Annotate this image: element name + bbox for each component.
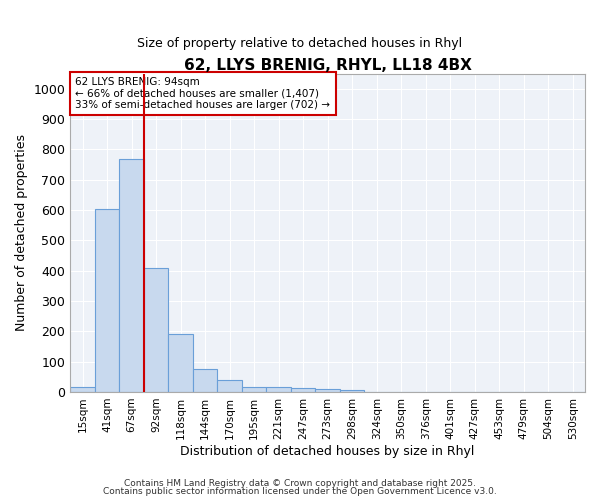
Bar xyxy=(340,390,364,392)
Bar xyxy=(217,380,242,392)
Text: Contains HM Land Registry data © Crown copyright and database right 2025.: Contains HM Land Registry data © Crown c… xyxy=(124,478,476,488)
Bar xyxy=(291,388,316,392)
Bar xyxy=(316,389,340,392)
Text: Contains public sector information licensed under the Open Government Licence v3: Contains public sector information licen… xyxy=(103,487,497,496)
Bar xyxy=(95,208,119,392)
Bar xyxy=(242,386,266,392)
X-axis label: Distribution of detached houses by size in Rhyl: Distribution of detached houses by size … xyxy=(181,444,475,458)
Text: Size of property relative to detached houses in Rhyl: Size of property relative to detached ho… xyxy=(137,38,463,51)
Title: 62, LLYS BRENIG, RHYL, LL18 4BX: 62, LLYS BRENIG, RHYL, LL18 4BX xyxy=(184,58,472,72)
Text: 62 LLYS BRENIG: 94sqm
← 66% of detached houses are smaller (1,407)
33% of semi-d: 62 LLYS BRENIG: 94sqm ← 66% of detached … xyxy=(76,77,331,110)
Bar xyxy=(119,158,144,392)
Bar xyxy=(266,388,291,392)
Y-axis label: Number of detached properties: Number of detached properties xyxy=(15,134,28,332)
Bar xyxy=(169,334,193,392)
Bar xyxy=(144,268,169,392)
Bar xyxy=(193,368,217,392)
Bar xyxy=(70,388,95,392)
